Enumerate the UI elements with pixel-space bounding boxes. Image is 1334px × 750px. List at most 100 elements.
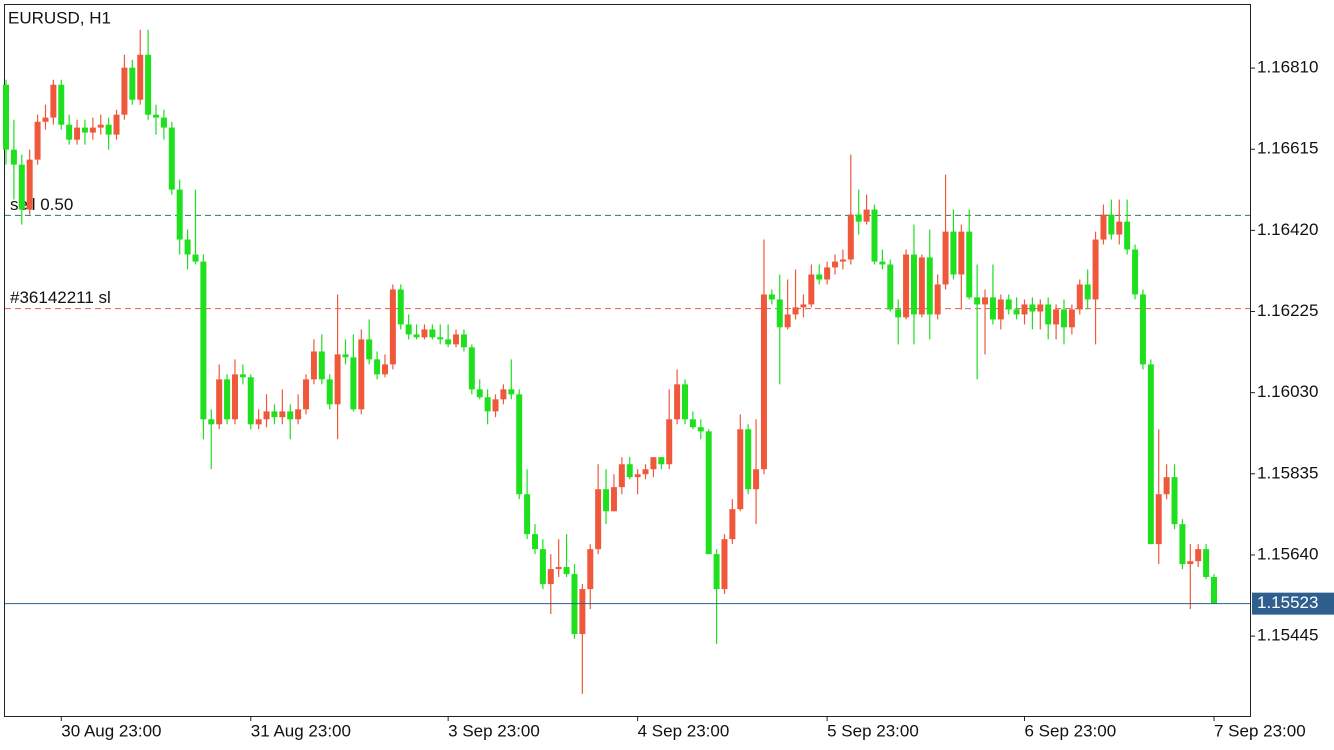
x-tick-label: 5 Sep 23:00	[827, 721, 919, 740]
candle-body	[10, 149, 17, 165]
x-tick-label: 30 Aug 23:00	[61, 721, 161, 740]
candle-body	[903, 254, 910, 318]
candle-body	[1053, 309, 1060, 325]
candle-body	[26, 159, 33, 210]
candle-body	[753, 469, 760, 490]
candle-body	[895, 309, 902, 318]
candle-body	[200, 261, 207, 420]
candle-body	[460, 334, 467, 348]
candle-body	[1060, 309, 1067, 328]
candle-body	[958, 231, 965, 275]
y-tick-label: 1.16810	[1257, 58, 1318, 77]
candle-body	[887, 264, 894, 310]
candle-body	[247, 377, 254, 425]
candle-body	[1187, 561, 1194, 565]
candle-body	[137, 54, 144, 100]
x-tick-label: 31 Aug 23:00	[251, 721, 351, 740]
candle-body	[413, 334, 420, 338]
candle-body	[1195, 549, 1202, 562]
candle-body	[910, 254, 917, 315]
candle-body	[160, 117, 167, 128]
candle-body	[1084, 284, 1091, 300]
candle-body	[626, 464, 633, 478]
candle-body	[760, 294, 767, 470]
candle-body	[279, 411, 286, 418]
candle-body	[405, 324, 412, 335]
candle-body	[721, 539, 728, 590]
candle-body	[1163, 477, 1170, 495]
candle-body	[863, 209, 870, 222]
candle-body	[689, 419, 696, 428]
candle-body	[824, 267, 831, 280]
candle-body	[1076, 284, 1083, 310]
candle-body	[982, 297, 989, 305]
candle-body	[3, 84, 9, 150]
candle-body	[879, 261, 886, 265]
y-tick-label: 1.15835	[1257, 463, 1318, 482]
candle-body	[950, 231, 957, 275]
y-tick-label: 1.15445	[1257, 626, 1318, 645]
candle-body	[1179, 524, 1186, 565]
y-tick-label: 1.16615	[1257, 139, 1318, 158]
candle-body	[713, 554, 720, 590]
candle-body	[397, 289, 404, 325]
candle-body	[295, 409, 302, 420]
candle-body	[318, 351, 325, 380]
candle-body	[682, 384, 689, 420]
candle-body	[334, 354, 341, 405]
candle-body	[531, 534, 538, 550]
candle-body	[918, 257, 925, 315]
candle-body	[121, 67, 128, 115]
candle-body	[326, 379, 333, 405]
candle-body	[231, 374, 238, 420]
candle-body	[808, 274, 815, 305]
candle-body	[1211, 577, 1217, 604]
candle-body	[745, 429, 752, 490]
candle-body	[816, 274, 823, 280]
current-price-label: 1.15523	[1257, 593, 1318, 612]
candle-body	[784, 314, 791, 328]
candle-body	[524, 494, 531, 535]
candle-body	[942, 231, 949, 285]
candle-body	[58, 84, 65, 125]
candle-body	[381, 364, 388, 375]
candle-body	[66, 124, 73, 140]
candle-body	[468, 347, 475, 390]
candle-body	[1021, 304, 1028, 315]
candle-body	[453, 334, 460, 345]
candle-body	[342, 354, 349, 358]
candle-body	[642, 469, 649, 475]
candle-body	[800, 304, 807, 308]
candle-body	[563, 567, 570, 575]
candle-body	[176, 189, 183, 240]
candle-body	[429, 329, 436, 338]
candle-body	[610, 487, 617, 512]
candle-body	[1108, 214, 1115, 235]
candle-body	[934, 284, 941, 315]
candle-body	[974, 297, 981, 305]
candle-body	[989, 297, 996, 320]
candle-body	[287, 411, 294, 420]
candle-body	[603, 489, 610, 512]
candle-body	[476, 389, 483, 398]
candle-body	[634, 474, 641, 478]
candle-body	[192, 254, 199, 262]
candle-body	[697, 427, 704, 432]
candle-body	[492, 399, 499, 412]
candle-body	[926, 257, 933, 315]
candle-body	[1100, 214, 1107, 240]
x-tick-label: 7 Sep 23:00	[1214, 721, 1306, 740]
candle-body	[595, 489, 602, 550]
candle-body	[50, 84, 57, 118]
candle-body	[618, 464, 625, 488]
candle-body	[500, 389, 507, 400]
candle-body	[74, 127, 81, 140]
candle-body	[650, 457, 657, 470]
candle-body	[674, 384, 681, 420]
level-label: sell 0.50	[10, 195, 73, 214]
candle-body	[184, 239, 191, 255]
candle-body	[966, 231, 973, 298]
candle-body	[1171, 477, 1178, 525]
candle-body	[97, 124, 104, 128]
